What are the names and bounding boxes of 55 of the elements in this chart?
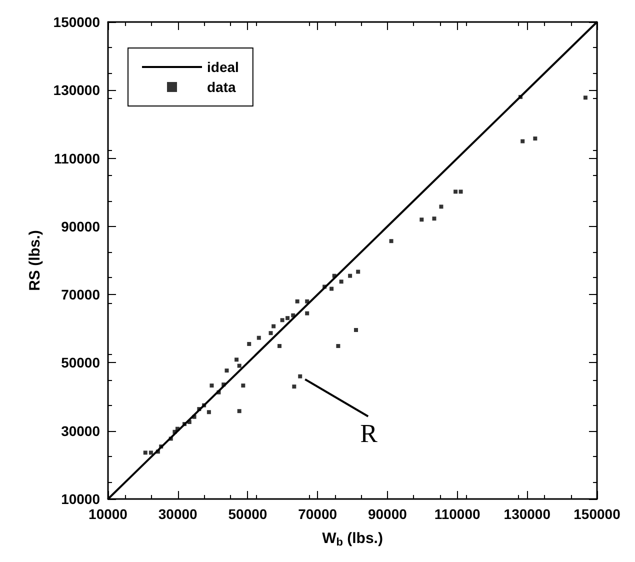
point <box>148 450 153 455</box>
point <box>439 204 444 209</box>
point <box>330 286 334 291</box>
point <box>237 364 242 368</box>
point <box>520 139 525 144</box>
x-tick-label: 70000 <box>298 506 338 522</box>
y-tick-label: 70000 <box>61 286 100 303</box>
point <box>533 136 538 141</box>
point <box>210 384 214 388</box>
point <box>458 190 463 194</box>
point <box>280 318 284 322</box>
point <box>224 368 229 373</box>
x-tick-label: 90000 <box>368 506 408 522</box>
point <box>234 358 239 362</box>
point <box>356 270 360 274</box>
y-tick-label: 10000 <box>61 491 100 507</box>
y-tick-label: 90000 <box>61 218 100 234</box>
point <box>256 336 261 340</box>
point <box>432 216 436 221</box>
point <box>206 410 211 414</box>
point <box>286 316 290 320</box>
legend-label: ideal <box>207 59 239 75</box>
y-tick-label: 150000 <box>53 14 100 30</box>
x-tick-label: 10000 <box>88 506 128 522</box>
x-tick-label: 110000 <box>434 506 480 522</box>
point <box>336 344 340 348</box>
point <box>237 409 242 414</box>
x-tick-label: 50000 <box>228 506 268 522</box>
point <box>268 331 273 336</box>
y-tick-label: 50000 <box>61 354 100 371</box>
point <box>354 328 358 332</box>
point <box>339 280 344 284</box>
point <box>420 218 424 222</box>
point <box>454 190 458 194</box>
annotation: R <box>360 418 378 448</box>
x-tick-label: 130000 <box>504 506 551 522</box>
point <box>295 299 300 304</box>
y-tick-label: 130000 <box>53 82 100 98</box>
x-tick-label: 150000 <box>574 506 621 522</box>
point <box>241 384 246 388</box>
point <box>348 274 352 278</box>
point <box>143 450 148 455</box>
point <box>278 344 282 348</box>
point <box>389 239 394 244</box>
point <box>298 374 302 378</box>
legend-label: data <box>207 79 236 95</box>
point <box>247 342 252 346</box>
point <box>583 96 588 100</box>
point <box>292 384 296 389</box>
point <box>305 311 310 316</box>
y-tick-label: 110000 <box>54 150 100 166</box>
y-tick-label: 30000 <box>61 422 100 439</box>
y-axis-title: RS (lbs.) <box>26 230 44 291</box>
point <box>272 324 276 328</box>
x-tick-label: 30000 <box>158 506 198 522</box>
